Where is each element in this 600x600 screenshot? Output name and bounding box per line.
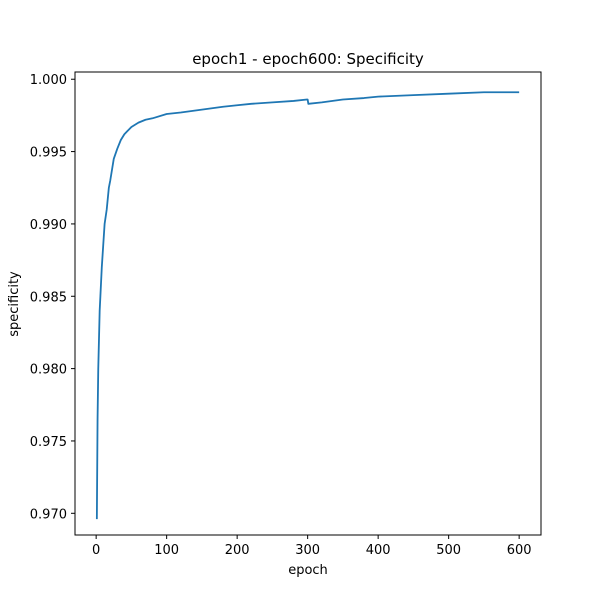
x-axis-label: epoch <box>288 563 328 578</box>
y-tick-label: 0.970 <box>30 507 67 522</box>
x-tick-label: 0 <box>92 543 100 558</box>
x-axis: 0 100 200 300 400 500 600 <box>92 535 532 558</box>
x-tick-label: 100 <box>154 543 179 558</box>
plot-frame <box>74 71 542 536</box>
x-tick-label: 600 <box>507 543 532 558</box>
y-tick-label: 0.990 <box>30 218 67 233</box>
y-tick-label: 0.985 <box>30 290 67 305</box>
specificity-line <box>95 91 520 520</box>
y-tick-label: 0.980 <box>30 363 67 378</box>
y-axis: 0.970 0.975 0.980 0.985 0.990 0.995 1.000 <box>30 73 75 522</box>
y-tick-label: 0.975 <box>30 435 67 450</box>
y-tick-label: 0.995 <box>30 146 67 161</box>
y-tick-label: 1.000 <box>30 73 67 88</box>
chart-title: epoch1 - epoch600: Specificity <box>192 50 424 68</box>
x-tick-label: 200 <box>225 543 250 558</box>
x-tick-label: 500 <box>436 543 461 558</box>
y-axis-label: specificity <box>7 271 22 337</box>
plot-area <box>75 72 541 535</box>
x-tick-label: 300 <box>295 543 320 558</box>
x-tick-label: 400 <box>366 543 391 558</box>
